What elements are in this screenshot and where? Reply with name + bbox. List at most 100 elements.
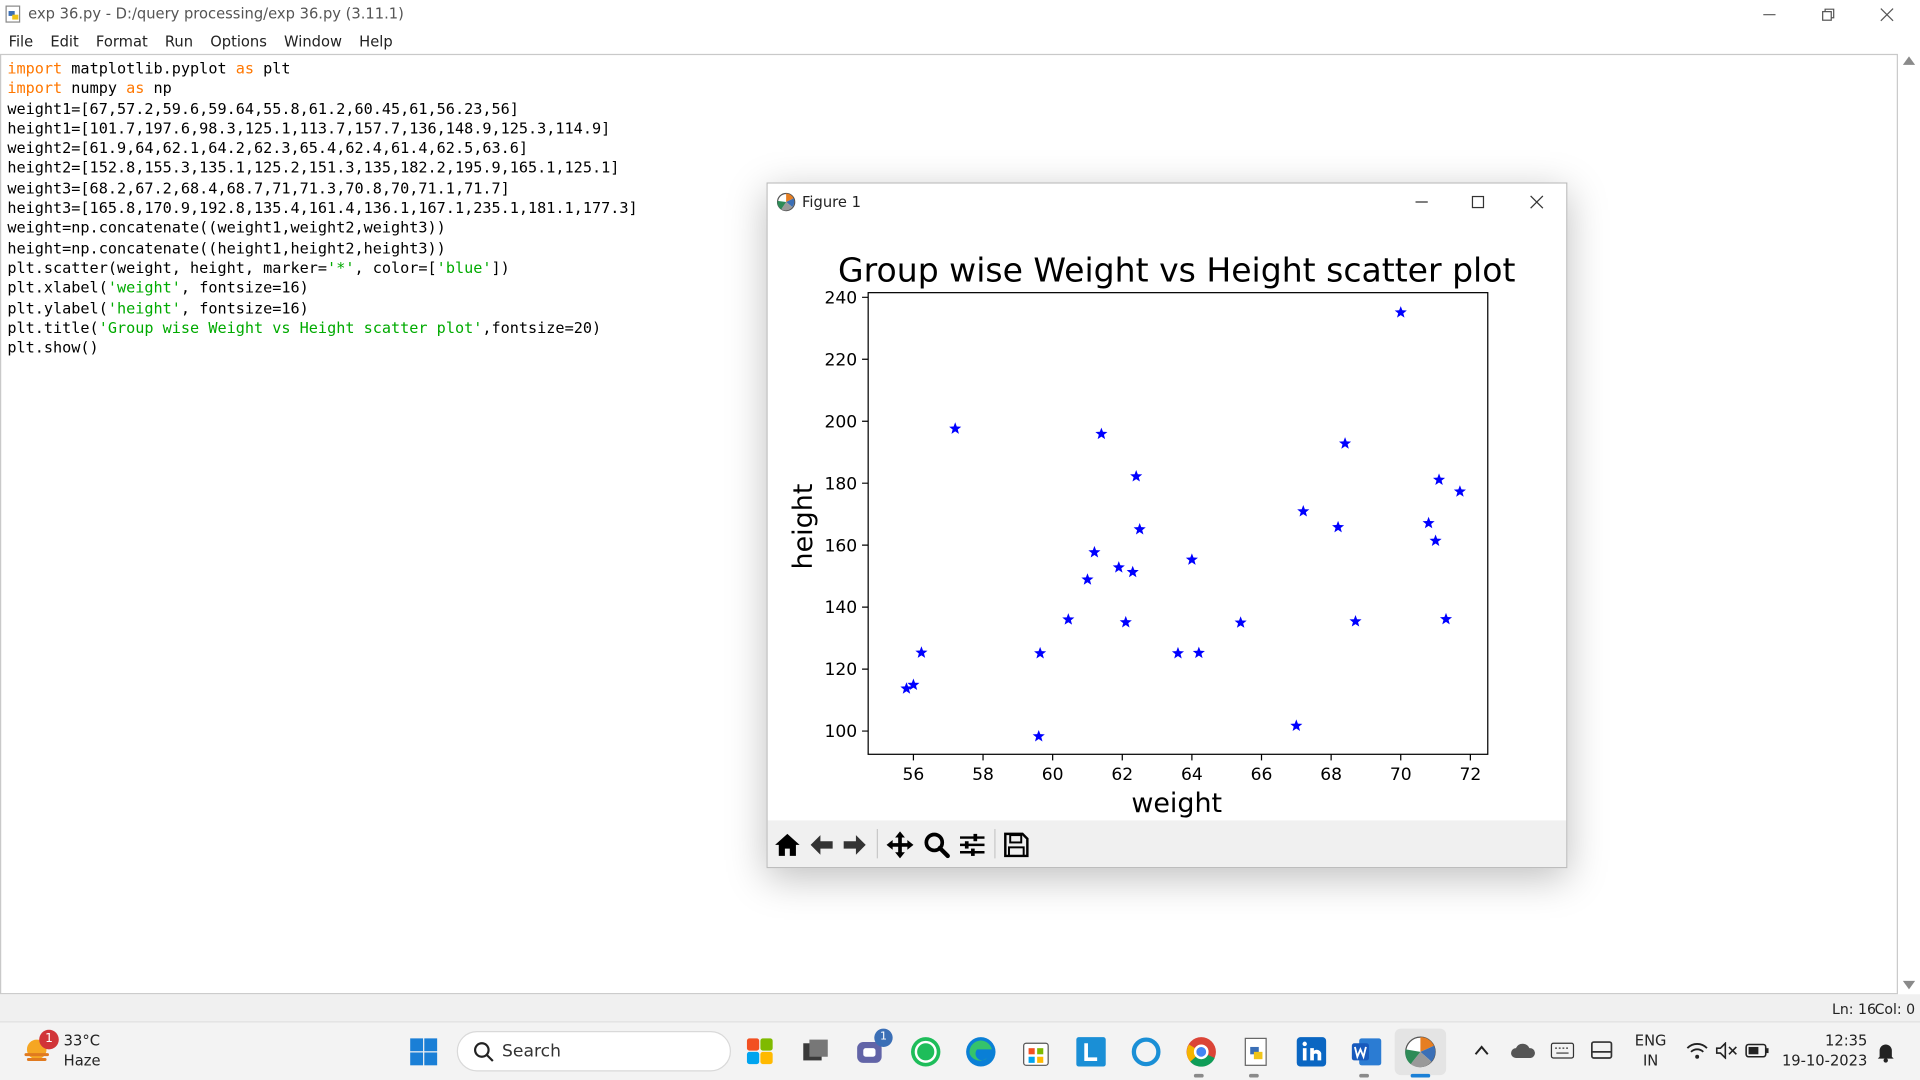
home-icon[interactable] bbox=[773, 831, 802, 858]
display-icon[interactable] bbox=[1590, 1041, 1613, 1061]
save-floppy-icon[interactable] bbox=[1002, 831, 1031, 858]
code-line[interactable]: weight=np.concatenate((weight1,weight2,w… bbox=[7, 218, 637, 238]
word-icon[interactable] bbox=[1348, 1033, 1385, 1070]
code-token: '*' bbox=[327, 258, 355, 277]
microsoft-store-icon[interactable] bbox=[1018, 1033, 1055, 1070]
y-axis-ticks: 100 120 140 160 180 200 220 240 bbox=[824, 288, 869, 742]
code-line[interactable]: height3=[165.8,170.9,192.8,135.4,161.4,1… bbox=[7, 198, 637, 218]
language-indicator[interactable]: ENG bbox=[1634, 1032, 1667, 1050]
code-line[interactable]: import numpy as np bbox=[7, 79, 637, 99]
code-line[interactable]: plt.scatter(weight, height, marker='*', … bbox=[7, 258, 637, 278]
pan-move-icon[interactable] bbox=[885, 831, 914, 859]
matplotlib-icon[interactable] bbox=[1402, 1033, 1439, 1070]
menu-options[interactable]: Options bbox=[210, 33, 267, 51]
vertical-scrollbar[interactable] bbox=[1897, 53, 1920, 995]
weather-temperature[interactable]: 33°C bbox=[63, 1032, 100, 1050]
copilot-icon[interactable] bbox=[742, 1033, 779, 1070]
toolbar-separator bbox=[994, 828, 996, 859]
menu-window[interactable]: Window bbox=[284, 33, 342, 51]
code-token: plt.show() bbox=[7, 338, 99, 357]
menu-edit[interactable]: Edit bbox=[50, 33, 79, 51]
keyboard-icon[interactable] bbox=[1550, 1042, 1575, 1059]
clock-time[interactable]: 12:35 bbox=[1825, 1032, 1868, 1050]
menu-file[interactable]: File bbox=[8, 33, 34, 51]
l-app-icon[interactable] bbox=[1073, 1033, 1110, 1070]
code-token: plt.scatter(weight, height, marker= bbox=[7, 258, 328, 277]
edge-browser-icon[interactable] bbox=[962, 1033, 999, 1070]
scroll-up-arrow-icon[interactable] bbox=[1902, 56, 1916, 65]
code-line[interactable]: weight3=[68.2,67.2,68.4,68.7,71,71.3,70.… bbox=[7, 179, 637, 199]
cortana-ring-icon[interactable] bbox=[1128, 1033, 1165, 1070]
y-tick-label: 200 bbox=[824, 412, 857, 432]
whatsapp-icon[interactable] bbox=[907, 1033, 944, 1070]
code-line[interactable]: import matplotlib.pyplot as plt bbox=[7, 59, 637, 79]
figure-minimize-button[interactable] bbox=[1393, 184, 1449, 221]
code-line[interactable]: plt.title('Group wise Weight vs Height s… bbox=[7, 318, 637, 338]
scatter-point bbox=[1062, 613, 1075, 625]
weather-badge: 1 bbox=[39, 1029, 59, 1050]
python-file-icon[interactable] bbox=[1238, 1033, 1275, 1070]
code-text[interactable]: import matplotlib.pyplot as plt import nu… bbox=[7, 59, 637, 358]
restore-button[interactable] bbox=[1800, 0, 1856, 29]
data-points bbox=[900, 306, 1466, 742]
scatter-point bbox=[1432, 473, 1446, 485]
code-line[interactable]: plt.show() bbox=[7, 338, 637, 358]
region-indicator[interactable]: IN bbox=[1642, 1051, 1659, 1069]
onedrive-cloud-icon[interactable] bbox=[1510, 1041, 1537, 1061]
x-tick-label: 66 bbox=[1251, 765, 1273, 785]
code-line[interactable]: weight2=[61.9,64,62.1,64.2,62.3,65.4,62.… bbox=[7, 139, 637, 159]
scatter-point bbox=[1088, 545, 1101, 558]
close-button[interactable] bbox=[1859, 0, 1915, 29]
x-axis-ticks: 56 58 60 62 64 66 68 70 72 bbox=[903, 754, 1481, 785]
y-tick-label: 220 bbox=[824, 350, 857, 370]
wifi-icon[interactable] bbox=[1686, 1042, 1708, 1059]
task-view-icon[interactable] bbox=[797, 1033, 834, 1070]
weather-haze-icon[interactable] bbox=[22, 1037, 54, 1066]
battery-icon[interactable] bbox=[1745, 1043, 1769, 1058]
plot-canvas[interactable]: Group wise Weight vs Height scatter plot… bbox=[767, 220, 1567, 821]
code-line[interactable]: plt.xlabel('weight', fontsize=16) bbox=[7, 278, 637, 298]
menu-format[interactable]: Format bbox=[95, 33, 148, 51]
code-line[interactable]: weight1=[67,57.2,59.6,59.64,55.8,61.2,60… bbox=[7, 99, 637, 119]
teams-badge: 1 bbox=[874, 1028, 893, 1047]
code-token: ,fontsize=20) bbox=[482, 318, 602, 337]
code-line[interactable]: height1=[101.7,197.6,98.3,125.1,113.7,15… bbox=[7, 119, 637, 139]
scatter-point bbox=[1133, 522, 1146, 535]
clock-date[interactable]: 19-10-2023 bbox=[1781, 1051, 1868, 1069]
figure-maximize-button[interactable] bbox=[1450, 184, 1506, 221]
y-axis-label: height bbox=[788, 484, 819, 570]
scatter-point bbox=[1081, 573, 1094, 585]
forward-arrow-icon[interactable] bbox=[840, 831, 869, 858]
window-title: exp 36.py - D:/query processing/exp 36.p… bbox=[28, 4, 404, 23]
notification-bell-icon[interactable] bbox=[1876, 1041, 1896, 1063]
figure-toolbar bbox=[767, 820, 1567, 867]
windows-start-icon[interactable] bbox=[409, 1037, 438, 1066]
minimize-button[interactable] bbox=[1741, 0, 1797, 29]
python-file-icon bbox=[5, 5, 21, 23]
teams-chat-icon[interactable] bbox=[852, 1033, 889, 1070]
code-line[interactable]: height2=[152.8,155.3,135.1,125.2,151.3,1… bbox=[7, 159, 637, 179]
scatter-point bbox=[1032, 729, 1045, 742]
linkedin-icon[interactable] bbox=[1293, 1033, 1330, 1070]
scatter-point bbox=[1171, 646, 1185, 659]
scatter-point bbox=[1112, 561, 1125, 573]
scatter-point bbox=[1192, 646, 1205, 659]
code-line[interactable]: height=np.concatenate((height1,height2,h… bbox=[7, 238, 637, 258]
running-indicator bbox=[1359, 1073, 1369, 1078]
weather-condition[interactable]: Haze bbox=[63, 1051, 101, 1069]
code-line[interactable]: plt.ylabel('height', fontsize=16) bbox=[7, 298, 637, 318]
zoom-magnifier-icon[interactable] bbox=[922, 831, 951, 859]
scatter-point bbox=[1034, 646, 1047, 659]
scroll-down-arrow-icon[interactable] bbox=[1902, 980, 1916, 990]
volume-muted-icon[interactable] bbox=[1715, 1042, 1738, 1060]
figure-close-button[interactable] bbox=[1509, 184, 1565, 221]
menu-run[interactable]: Run bbox=[164, 33, 194, 51]
scatter-point bbox=[1349, 615, 1362, 627]
chevron-up-icon[interactable] bbox=[1473, 1043, 1490, 1058]
chrome-icon[interactable] bbox=[1183, 1033, 1220, 1070]
back-arrow-icon[interactable] bbox=[807, 831, 836, 858]
taskbar-search-box[interactable]: Search bbox=[456, 1031, 732, 1072]
configure-subplots-icon[interactable] bbox=[958, 831, 987, 858]
line-number: Ln: 16 bbox=[1832, 1000, 1876, 1018]
menu-help[interactable]: Help bbox=[359, 33, 393, 51]
